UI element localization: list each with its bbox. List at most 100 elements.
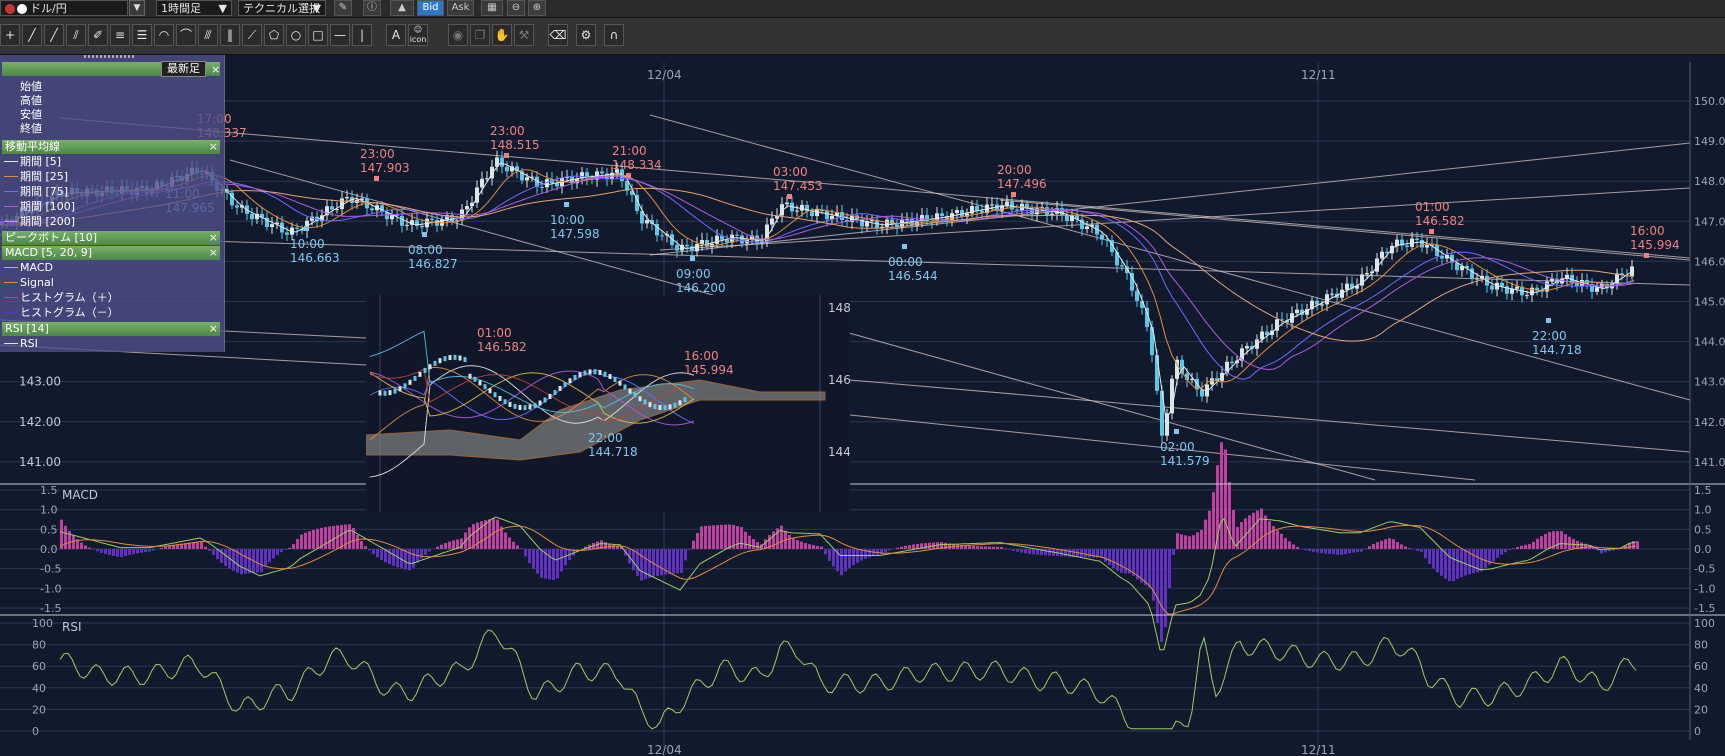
candle-body — [395, 214, 399, 216]
inset-candle — [603, 371, 607, 377]
eraser-icon[interactable]: ⌫ — [548, 24, 568, 46]
macd-histogram-bar — [140, 549, 143, 553]
macd-title: MACD — [62, 488, 98, 502]
panel-drag-handle[interactable] — [84, 55, 134, 58]
bid-button[interactable]: Bid — [417, 0, 444, 16]
macd-histogram-bar — [1248, 515, 1251, 549]
inset-candle — [488, 388, 492, 394]
ma-header[interactable]: 移動平均線 × — [2, 140, 220, 154]
horizontal-line-icon[interactable]: — — [330, 24, 350, 46]
ask-button[interactable]: Ask — [447, 0, 474, 16]
candle-body — [300, 228, 304, 231]
settings-icon[interactable]: ⚙ — [576, 24, 596, 46]
rsi-header[interactable]: RSI [14] × — [2, 322, 220, 336]
candle-body — [1435, 245, 1439, 257]
candle-body — [935, 213, 939, 222]
ruler-icon[interactable]: ✐ — [88, 24, 108, 46]
macd-histogram-bar — [212, 549, 215, 556]
inset-candle — [498, 395, 502, 401]
macd-close-icon[interactable]: × — [208, 246, 218, 259]
pentagon-icon[interactable]: ⬠ — [264, 24, 284, 46]
zoom-in-icon[interactable]: ⊕ — [528, 0, 546, 16]
candle-body — [1460, 265, 1464, 271]
macd-header[interactable]: MACD [5, 20, 9] × — [2, 246, 220, 260]
ray-line-icon[interactable]: ╱ — [44, 24, 64, 46]
chart-canvas[interactable]: 17:00148.33723:00147.90323:00148.51521:0… — [0, 55, 1725, 756]
pair-dropdown-button[interactable]: ▼ — [129, 0, 145, 16]
ma-close-icon[interactable]: × — [208, 140, 218, 153]
macd-histogram-bar — [496, 519, 499, 549]
arc-icon[interactable]: ◠ — [154, 24, 174, 46]
pencil-icon[interactable]: ✎ — [334, 0, 352, 16]
vertical-line-icon[interactable]: | — [352, 24, 372, 46]
timeframe-select[interactable]: 1時間足 ▼ — [156, 0, 232, 16]
candle-body — [660, 235, 664, 237]
copy-icon[interactable]: ❐ — [470, 24, 490, 46]
timeframe-label: 1時間足 — [161, 2, 201, 15]
macd-histogram-bar — [1636, 541, 1639, 549]
peak-time-label: 09:00 — [676, 267, 711, 281]
gann-icon[interactable]: ⟋ — [242, 24, 262, 46]
candle-body — [235, 205, 239, 208]
rsi-close-icon[interactable]: × — [208, 322, 218, 335]
wrench-icon[interactable]: ⚒ — [514, 24, 534, 46]
candle-body — [1365, 272, 1369, 275]
macd-histogram-bar — [740, 527, 743, 549]
ma200-swatch — [4, 221, 18, 222]
macd-histogram-bar — [1320, 549, 1323, 554]
text-icon[interactable]: A — [386, 24, 406, 46]
currency-pair-select[interactable]: ドル/円 — [0, 0, 128, 16]
ma-item-75: 期間 [75] — [20, 185, 69, 198]
parallel-line-icon[interactable]: ⫽ — [66, 24, 86, 46]
hand-icon[interactable]: ✋ — [492, 24, 512, 46]
circle-icon[interactable]: ○ — [286, 24, 306, 46]
newest-bar-button[interactable]: 最新足 — [161, 61, 206, 77]
zoom-out-icon[interactable]: ⊖ — [507, 0, 525, 16]
candle-body — [510, 166, 514, 172]
candle-body — [1090, 224, 1094, 227]
candle-body — [1355, 285, 1359, 289]
macd-histogram-bar — [92, 549, 95, 550]
inset-candle — [668, 404, 672, 410]
candle-body — [825, 210, 829, 220]
macd-histogram-bar — [316, 528, 319, 549]
macd-histogram-bar — [272, 549, 275, 559]
trend-line — [649, 114, 1691, 401]
candle-body — [725, 239, 729, 243]
candle-body — [740, 235, 744, 244]
macd-histogram-bar — [224, 549, 227, 566]
macd-histogram-bar — [276, 549, 279, 556]
area-chart-icon[interactable]: ▲ — [390, 0, 414, 16]
candle-body — [950, 213, 954, 221]
inset-peak-time: 01:00 — [477, 326, 512, 340]
info-icon[interactable]: ⓘ — [363, 0, 381, 16]
macd-right-tick: 1.0 — [1694, 504, 1712, 517]
vertical-lines-icon[interactable]: ‖ — [220, 24, 240, 46]
fibonacci-icon[interactable]: ☰ — [132, 24, 152, 46]
signal-swatch — [4, 282, 18, 283]
object-list-icon[interactable]: ◉ — [448, 24, 468, 46]
macd-histogram-bar — [760, 544, 763, 549]
icon-stamp-icon[interactable]: ☺ icon — [408, 24, 428, 46]
horizontal-lines-icon[interactable]: ≡ — [110, 24, 130, 46]
pitchfork-icon[interactable]: ⫻ — [198, 24, 218, 46]
icon-stamp-label: icon — [409, 35, 427, 44]
technical-select[interactable]: テクニカル選択 ▼ — [238, 0, 326, 16]
newest-close-icon[interactable]: × — [211, 63, 221, 76]
crosshair-icon[interactable]: + — [0, 24, 20, 46]
candle-body — [1005, 201, 1009, 206]
inset-candle — [598, 369, 602, 375]
rectangle-icon[interactable]: □ — [308, 24, 328, 46]
trendline-icon[interactable]: ╱ — [22, 24, 42, 46]
candle-body — [1495, 282, 1499, 290]
ma100-swatch — [4, 206, 18, 207]
peak-close-icon[interactable]: × — [208, 231, 218, 244]
candle-body — [1575, 283, 1579, 287]
candle-body — [735, 234, 739, 236]
magnet-icon[interactable]: ∩ — [604, 24, 624, 46]
fan-icon[interactable]: ⌒ — [176, 24, 196, 46]
inset-candle — [458, 355, 462, 361]
peak-bottom-header[interactable]: ピークボトム [10] × — [2, 231, 220, 245]
macd-histogram-bar — [716, 525, 719, 549]
chart-type-icon[interactable]: ▦ — [481, 0, 503, 16]
